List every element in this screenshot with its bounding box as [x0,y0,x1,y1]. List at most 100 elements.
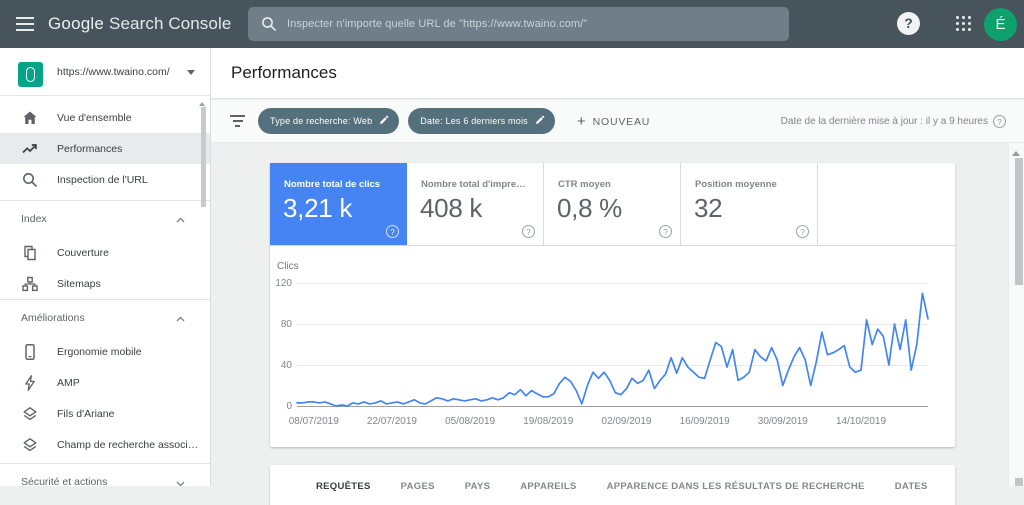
trend-icon [21,140,39,158]
sidebar-item-label: Champ de recherche associ… [57,438,199,451]
metric-card-nombre-total-d-impre[interactable]: Nombre total d'impre… 408 k? [407,163,544,245]
filter-bar: Type de recherche: Web Date: Les 6 dernie… [211,100,1024,143]
help-circle-icon[interactable]: ? [659,225,672,238]
x-axis-tick: 05/08/2019 [445,416,496,427]
y-axis-tick: 120 [275,277,292,289]
main-scrollbar-thumb[interactable] [1015,158,1023,285]
sidebar-section-s-curit-et-actions[interactable]: Sécurité et actions [0,464,210,486]
sidebar-item-label: Sitemaps [57,277,101,290]
sidebar: https://www.twaino.com/ Vue d'ensemble Pe… [0,48,211,486]
url-inspect-search-input[interactable]: Inspecter n'importe quelle URL de "https… [248,7,789,41]
scroll-down-icon[interactable] [1015,478,1023,486]
x-axis-tick: 08/07/2019 [288,416,339,427]
metric-card-empty-slot [818,163,955,245]
help-circle-icon[interactable]: ? [796,225,809,238]
property-selector[interactable]: https://www.twaino.com/ [0,48,210,96]
filter-icon[interactable] [230,115,245,127]
filter-chips: Type de recherche: Web Date: Les 6 dernie… [258,108,555,134]
sidebar-divider [0,200,210,201]
tab-pages[interactable]: PAGES [400,481,435,492]
sidebar-section-label: Index [21,213,47,225]
filter-chip-type-de-recherche[interactable]: Type de recherche: Web [258,108,400,134]
metric-card-position-moyenne[interactable]: Position moyenne 32? [681,163,818,245]
magnifier-icon [21,171,39,189]
x-axis-tick: 14/10/2019 [835,416,887,427]
new-filter-label: NOUVEAU [592,115,651,128]
pencil-icon [528,115,545,127]
sidebar-section-label: Sécurité et actions [21,476,108,486]
sitemap-icon [21,275,39,293]
sidebar-item-inspection-de-l-url[interactable]: Inspection de l'URL [0,164,210,195]
sidebar-scrollbar-thumb[interactable] [201,107,206,207]
sidebar-item-couverture[interactable]: Couverture [0,237,210,268]
home-icon [21,109,39,127]
sidebar-item-champ-de-recherche-associ[interactable]: Champ de recherche associ… [0,429,210,460]
metric-card-value: 0,8 % [557,193,622,223]
new-filter-button[interactable]: + NOUVEAU [577,100,650,143]
menu-icon[interactable] [16,17,34,31]
pencil-icon [372,115,389,127]
x-axis-tick: 30/09/2019 [757,416,808,427]
tab-apparence-dans-les-r-sultats-de-recherche[interactable]: APPARENCE DANS LES RÉSULTATS DE RECHERCH… [606,481,865,492]
sidebar-item-label: Vue d'ensemble [57,111,132,124]
x-axis-tick: 02/09/2019 [601,416,652,427]
metric-card-label: Position moyenne [695,179,777,190]
layers-icon [21,436,39,454]
dimension-tabs: REQUÊTES PAGES PAYS APPAREILS APPARENCE DANS… [270,465,955,492]
property-url: https://www.twaino.com/ [57,66,170,78]
x-axis-tick: 19/08/2019 [523,416,574,427]
apps-grid-icon[interactable] [956,16,971,31]
metric-card-label: Nombre total de clics [284,179,381,190]
sidebar-section-am-liorations[interactable]: Améliorations [0,300,210,336]
sidebar-scroll-up-icon[interactable] [199,99,205,106]
metric-card-label: CTR moyen [558,179,611,190]
sidebar-item-performances[interactable]: Performances [0,133,210,164]
help-icon[interactable]: ? [897,12,920,35]
help-circle-icon[interactable]: ? [522,225,535,238]
tab-pays[interactable]: PAYS [464,481,491,492]
chevron-up-icon [175,312,186,323]
sidebar-item-label: AMP [57,376,80,389]
metric-card-ctr-moyen[interactable]: CTR moyen 0,8 %? [544,163,681,245]
metric-cards: Nombre total de clics 3,21 k? Nombre total… [270,163,955,246]
metric-card-value: 408 k [420,193,483,223]
page-title: Performances [231,63,337,82]
sidebar-item-label: Fils d'Ariane [57,407,115,420]
sidebar-divider [0,299,210,300]
x-axis-tick: 22/07/2019 [366,416,417,427]
sidebar-section-index[interactable]: Index [0,201,210,237]
bolt-icon [21,374,39,392]
tab-requ-tes[interactable]: REQUÊTES [316,481,371,492]
search-placeholder: Inspecter n'importe quelle URL de "https… [287,18,588,30]
phone-icon [21,343,39,361]
plus-icon: + [576,112,586,130]
sidebar-item-label: Couverture [57,246,109,259]
sidebar-item-ergonomie-mobile[interactable]: Ergonomie mobile [0,336,210,367]
last-updated: Date de la dernière mise à jour : il y a… [781,100,1006,143]
sidebar-item-vue-d-ensemble[interactable]: Vue d'ensemble [0,102,210,133]
chevron-down-icon [175,476,186,486]
sidebar-item-label: Performances [57,142,123,155]
avatar[interactable]: É [984,8,1017,41]
tab-dates[interactable]: DATES [894,481,928,492]
chart-ylabel: Clics [277,261,299,272]
tab-appareils[interactable]: APPAREILS [520,481,577,492]
metric-card-nombre-total-de-clics[interactable]: Nombre total de clics 3,21 k? [270,163,407,245]
metric-card-value: 32 [694,193,723,223]
filter-chip-date[interactable]: Date: Les 6 derniers mois [408,108,555,134]
sidebar-divider [0,463,210,464]
layers-icon [21,405,39,423]
search-icon [262,17,277,32]
pages-icon [21,244,39,262]
scroll-up-icon[interactable] [1012,147,1020,156]
sidebar-item-fils-d-ariane[interactable]: Fils d'Ariane [0,398,210,429]
help-circle-icon[interactable]: ? [993,115,1006,128]
x-axis-tick: 16/09/2019 [679,416,730,427]
sidebar-item-sitemaps[interactable]: Sitemaps [0,268,210,299]
metric-card-value: 3,21 k [283,193,353,223]
sidebar-item-label: Inspection de l'URL [57,173,148,186]
y-axis-tick: 40 [280,359,292,371]
help-circle-icon[interactable]: ? [386,225,399,238]
sidebar-item-amp[interactable]: AMP [0,367,210,398]
property-icon [18,62,43,87]
